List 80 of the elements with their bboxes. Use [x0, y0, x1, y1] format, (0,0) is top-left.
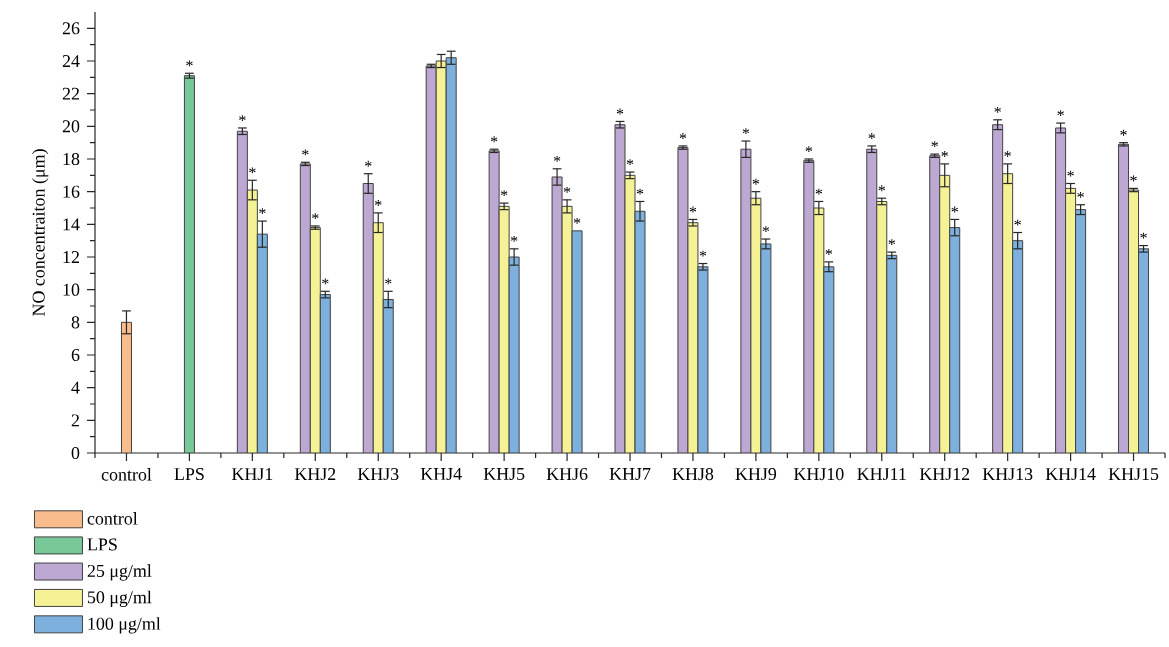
data-label: * [365, 160, 372, 167]
x-tick-label: KHJ12 [919, 468, 970, 481]
data-label: * [385, 278, 392, 285]
data-label: * [1130, 175, 1137, 182]
data-label: * [616, 108, 624, 115]
data-label: * [951, 206, 958, 213]
data-label: * [500, 190, 508, 197]
y-tick-label: 14 [63, 218, 80, 231]
y-tick-label: 0 [71, 446, 80, 460]
x-tick-label: KHJ11 [857, 468, 906, 481]
y-tick-label: 8 [71, 316, 80, 329]
data-label: * [312, 213, 319, 219]
x-tick-label: KHJ10 [793, 468, 844, 481]
y-tick-label: 2 [71, 414, 79, 427]
legend-label: control [87, 512, 138, 525]
y-tick-label: 16 [63, 185, 80, 198]
data-label: * [815, 188, 823, 195]
data-label: * [878, 185, 886, 192]
data-label: * [636, 188, 644, 195]
x-tick-label: KHJ15 [1108, 468, 1159, 481]
data-label: * [805, 146, 813, 153]
data-label: * [679, 133, 687, 139]
y-tick-label: 4 [71, 381, 80, 394]
data-label: * [1014, 219, 1021, 226]
data-label: * [742, 128, 750, 135]
data-label: * [322, 278, 329, 285]
data-label: * [868, 133, 876, 139]
data-label: * [563, 187, 571, 193]
y-tick-label: 24 [62, 55, 80, 67]
data-label: * [994, 106, 1001, 113]
data-label: * [1067, 170, 1074, 177]
x-tick-label: KHJ3 [357, 468, 399, 481]
x-tick-label: KHJ13 [982, 468, 1033, 481]
data-label: * [510, 236, 518, 242]
x-tick-label: control [101, 468, 152, 481]
y-tick-label: 12 [63, 251, 79, 263]
data-label: * [490, 136, 498, 143]
x-tick-label: KHJ8 [672, 468, 714, 481]
x-tick-label: KHJ4 [420, 468, 462, 481]
y-tick-label: 20 [62, 120, 80, 133]
y-tick-label: 6 [71, 348, 80, 362]
data-label: * [302, 149, 309, 156]
y-axis-title: NO concentraiton (μm) [32, 149, 49, 316]
data-label: * [249, 167, 256, 174]
legend-label: 25 μg/ml [87, 564, 152, 581]
legend-label: 100 μg/ml [88, 617, 161, 634]
x-tick-label: KHJ14 [1045, 468, 1096, 481]
data-label: * [239, 115, 246, 121]
legend-label: LPS [87, 538, 117, 551]
legend-label: 50 μg/ml [87, 590, 152, 608]
data-label: * [259, 208, 266, 215]
x-tick-label: KHJ5 [483, 468, 525, 480]
data-label: * [931, 141, 938, 148]
x-tick-label: KHJ2 [294, 468, 336, 481]
data-label: * [699, 250, 707, 257]
data-label: * [1057, 110, 1064, 117]
data-label: * [626, 159, 634, 166]
data-label: * [941, 151, 948, 157]
data-label: * [752, 178, 760, 185]
data-label: * [1004, 151, 1011, 157]
x-tick-label: KHJ6 [546, 468, 588, 481]
data-label: * [888, 239, 896, 246]
y-tick-label: 22 [62, 87, 79, 100]
data-label: * [375, 200, 382, 206]
data-label: * [1140, 232, 1147, 239]
data-label: * [553, 155, 561, 162]
y-tick-label: 18 [63, 152, 80, 166]
y-tick-label: 10 [63, 283, 80, 296]
data-label: * [825, 249, 833, 255]
data-label: * [573, 218, 581, 224]
x-tick-label: KHJ7 [609, 468, 651, 480]
data-label: * [1120, 129, 1127, 136]
data-label: * [689, 206, 697, 213]
x-tick-label: KHJ9 [735, 468, 777, 481]
x-tick-label: KHJ1 [231, 468, 273, 481]
data-label: * [762, 226, 770, 233]
data-label: * [1077, 191, 1084, 198]
x-tick-label: LPS [174, 468, 204, 481]
data-label: * [186, 60, 193, 67]
y-tick-label: 26 [62, 22, 80, 35]
